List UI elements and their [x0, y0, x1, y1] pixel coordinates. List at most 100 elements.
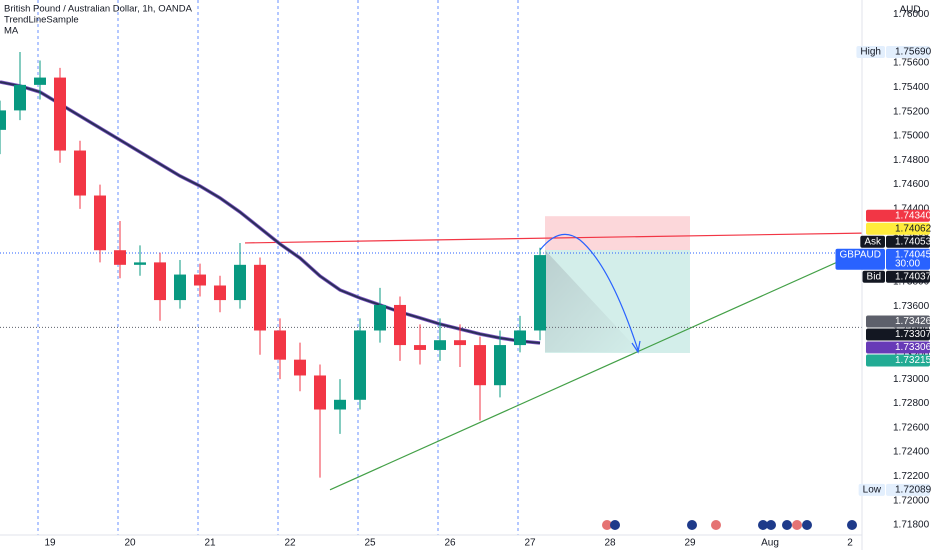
price-tag-label: 1.75690: [895, 47, 932, 58]
candle-body: [94, 195, 106, 251]
price-tag-label: 1.74045: [895, 249, 932, 260]
x-tick-label: 22: [284, 538, 296, 549]
forecast-arrowhead: [631, 340, 641, 354]
price-tag: [866, 354, 930, 367]
x-tick-label: 25: [364, 538, 376, 549]
y-tick-label: 1.72800: [893, 398, 930, 409]
y-tick-label: 1.74800: [893, 155, 930, 166]
candle-body: [174, 274, 186, 301]
candle-body: [274, 330, 286, 360]
chart-title: British Pound / Australian Dollar, 1h, O…: [4, 4, 193, 15]
forecast-arc: [539, 233, 639, 351]
y-tick-label: 1.75600: [893, 58, 930, 69]
candle-body: [374, 304, 386, 331]
candle-body: [434, 340, 446, 350]
ma-line: [0, 80, 541, 345]
price-tag-label: 1.73306: [895, 342, 932, 353]
price-tag-prefix-box: [858, 483, 885, 496]
price-tag: [886, 46, 930, 59]
price-tag-label: 1.74340: [895, 210, 932, 221]
price-tag-label: 1.73426: [895, 316, 932, 327]
candle-body: [314, 375, 326, 410]
x-tick-label: 21: [204, 538, 216, 549]
price-tag: [886, 235, 930, 248]
plot-area: [0, 0, 862, 535]
price-tag: [866, 341, 930, 354]
price-tag: [886, 248, 930, 270]
x-tick-label: 26: [444, 538, 456, 549]
price-tag-prefix-box: [860, 235, 885, 248]
price-tag-label: 1.74037: [895, 271, 932, 282]
y-tick-label: 1.76000: [893, 9, 930, 20]
candle-body: [534, 255, 546, 331]
session-breaks: [37, 0, 519, 535]
price-tag-label: 1.73215: [895, 355, 932, 366]
y-tick-label: 1.72000: [893, 495, 930, 506]
price-tag-label: 1.74053: [895, 236, 932, 247]
price-tag: [886, 483, 930, 496]
candle-body: [454, 340, 466, 346]
price-tag-prefix-box: [862, 270, 885, 283]
price-tag-label: 1.72089: [895, 485, 932, 496]
trendline: [329, 250, 862, 491]
candle-body: [154, 262, 166, 301]
price-tag: [866, 315, 930, 328]
candle-body: [254, 264, 266, 331]
candle-body: [414, 345, 426, 350]
candle-body: [214, 285, 226, 301]
y-tick-label: 1.75400: [893, 82, 930, 93]
price-tag-prefix: Bid: [867, 271, 881, 282]
candle-body: [34, 77, 46, 85]
indicator-label: MA: [4, 26, 19, 37]
price-tag-countdown: 30:00: [895, 258, 920, 269]
y-tick-label: 1.74400: [893, 204, 930, 215]
price-tag-prefix-box: [856, 46, 885, 59]
price-tag: [866, 222, 930, 235]
x-tick-label: 20: [124, 538, 136, 549]
x-tick-label: 19: [44, 538, 56, 549]
y-tick-label: 1.72600: [893, 422, 930, 433]
x-tick-label: 27: [524, 538, 536, 549]
price-tag-prefix-box: [835, 248, 885, 270]
price-tag: [886, 270, 930, 283]
candle-body: [474, 345, 486, 386]
candle-body: [234, 264, 246, 301]
forecast-wedge: [545, 250, 640, 352]
candle-body: [514, 330, 526, 346]
price-tag-label: 1.73307: [895, 329, 932, 340]
candle-body: [14, 84, 26, 111]
price-tag-prefix: Ask: [864, 236, 882, 247]
price-tag-prefix: GBPAUD: [840, 249, 882, 260]
trendline: [244, 232, 862, 244]
price-tag-prefix: High: [860, 47, 881, 58]
candle-body: [334, 399, 346, 410]
y-tick-label: 1.75000: [893, 131, 930, 142]
candle-body: [54, 77, 66, 151]
candle-body: [194, 274, 206, 286]
candle-body: [0, 110, 6, 130]
y-tick-label: 1.74600: [893, 179, 930, 190]
price-tag: [866, 209, 930, 222]
candle-body: [74, 150, 86, 196]
candle-body: [354, 330, 366, 400]
y-tick-label: 1.72200: [893, 471, 930, 482]
y-tick-label: 1.71800: [893, 520, 930, 531]
price-tag-label: 1.74062: [895, 223, 932, 234]
currency-label: AUD: [899, 5, 920, 16]
x-tick-label: 29: [684, 538, 696, 549]
x-tick-label: 28: [604, 538, 616, 549]
x-tick-label: Aug: [761, 538, 779, 549]
price-tag-prefix: Low: [863, 485, 882, 496]
candle-body: [294, 359, 306, 376]
candle-body: [114, 250, 126, 265]
y-tick-label: 1.73600: [893, 301, 930, 312]
stop-zone: [545, 216, 690, 250]
x-tick-label: 2: [847, 538, 853, 549]
ma-line-shadow: [0, 80, 541, 345]
y-tick-label: 1.73000: [893, 374, 930, 385]
candle-body: [394, 304, 406, 346]
event-icons: [602, 520, 857, 530]
indicator-label: TrendLineSample: [4, 15, 79, 26]
